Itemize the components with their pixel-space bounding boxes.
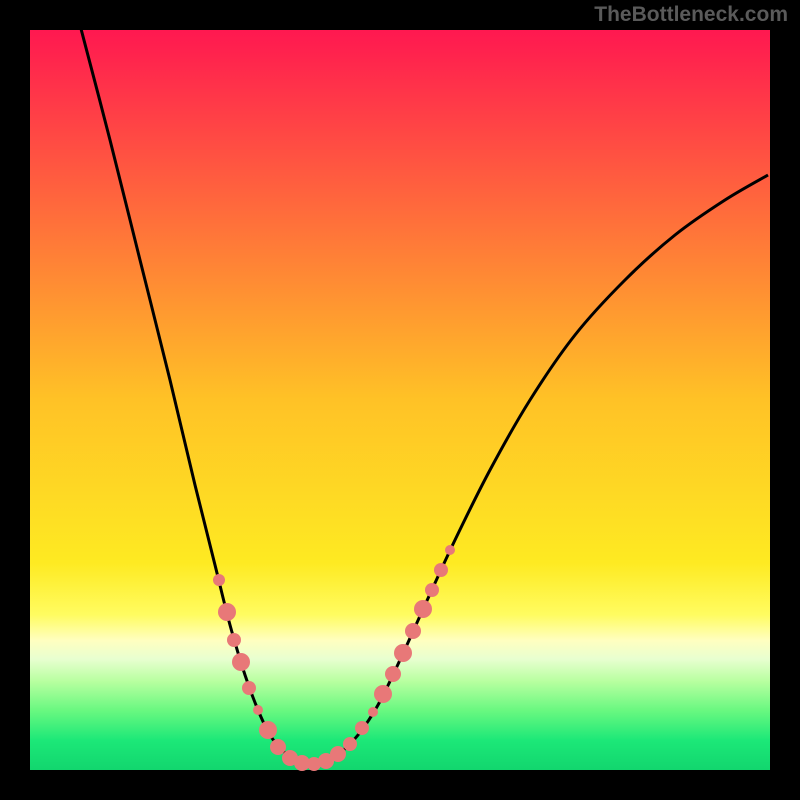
data-marker <box>259 721 277 739</box>
data-marker <box>445 545 455 555</box>
data-marker <box>394 644 412 662</box>
data-marker <box>213 574 225 586</box>
data-marker <box>242 681 256 695</box>
data-marker <box>405 623 421 639</box>
data-marker <box>374 685 392 703</box>
data-marker <box>414 600 432 618</box>
data-marker <box>343 737 357 751</box>
data-marker <box>232 653 250 671</box>
data-marker <box>368 707 378 717</box>
watermark-text: TheBottleneck.com <box>594 3 788 27</box>
data-marker <box>385 666 401 682</box>
data-marker <box>355 721 369 735</box>
data-marker <box>425 583 439 597</box>
data-marker <box>253 705 263 715</box>
data-marker <box>218 603 236 621</box>
data-marker <box>227 633 241 647</box>
data-marker <box>330 746 346 762</box>
data-marker <box>270 739 286 755</box>
data-marker <box>434 563 448 577</box>
bottleneck-chart <box>0 0 800 800</box>
chart-container: TheBottleneck.com <box>0 0 800 800</box>
